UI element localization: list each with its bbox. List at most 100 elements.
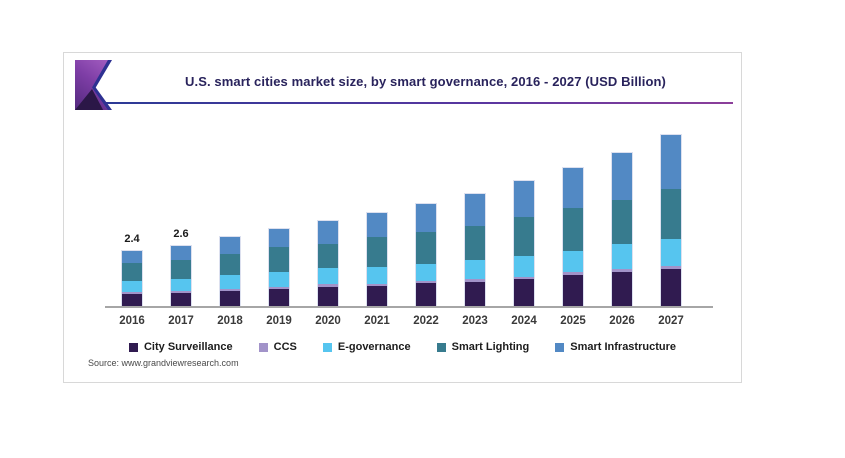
- x-axis-label-2027: 2027: [658, 315, 684, 327]
- stacked-bar-2025: [563, 167, 583, 306]
- bar-segment-ccs: [367, 283, 387, 287]
- legend-swatch-smart-infrastructure: [555, 342, 565, 352]
- bar-segment-e-governance: [465, 260, 485, 280]
- legend-label-smart-infrastructure: Smart Infrastructure: [570, 341, 676, 353]
- source-text: Source: www.grandviewresearch.com: [88, 358, 239, 368]
- bar-segment-ccs: [416, 280, 436, 284]
- stacked-bar-2018: [220, 236, 240, 306]
- bar-segment-e-governance: [514, 255, 534, 277]
- bar-segment-smart-lighting: [514, 217, 534, 256]
- bar-segment-e-governance: [220, 274, 240, 290]
- bar-segment-ccs: [465, 279, 485, 282]
- bar-segment-smart-lighting: [122, 263, 142, 281]
- bar-segment-smart-lighting: [269, 247, 289, 273]
- stacked-bar-2027: [661, 135, 681, 306]
- legend-item-e-governance: E-governance: [322, 341, 411, 353]
- bar-segment-city-surveillance: [220, 291, 240, 306]
- bar-segment-city-surveillance: [171, 292, 191, 306]
- bar-segment-city-surveillance: [465, 281, 485, 306]
- bar-segment-ccs: [661, 266, 681, 270]
- bar-segment-ccs: [318, 284, 338, 287]
- bar-segment-ccs: [563, 272, 583, 276]
- x-axis-label-2016: 2016: [119, 315, 145, 327]
- x-axis-label-2021: 2021: [364, 315, 390, 327]
- x-axis-label-2017: 2017: [168, 315, 194, 327]
- x-axis-label-2023: 2023: [462, 315, 488, 327]
- x-axis-line: [105, 306, 713, 308]
- legend-item-ccs: CCS: [258, 341, 297, 353]
- bar-segment-city-surveillance: [269, 289, 289, 306]
- bar-segment-ccs: [220, 289, 240, 292]
- bar-segment-smart-infrastructure: [367, 212, 387, 238]
- bar-segment-ccs: [122, 292, 142, 294]
- plot-area: 2.4 2.6: [64, 53, 741, 308]
- legend-label-smart-lighting: Smart Lighting: [451, 341, 530, 353]
- bar-segment-city-surveillance: [122, 293, 142, 306]
- bar-segment-ccs: [612, 268, 632, 272]
- legend-swatch-city-surveillance: [128, 342, 138, 352]
- stacked-bar-2023: [465, 194, 485, 306]
- legend-swatch-e-governance: [322, 342, 332, 352]
- bar-segment-e-governance: [416, 263, 436, 281]
- bar-column-2020: [318, 203, 338, 306]
- legend-swatch-smart-lighting: [436, 342, 446, 352]
- x-axis-label-2025: 2025: [560, 315, 586, 327]
- bar-column-2016: 2.4: [122, 233, 142, 306]
- bar-segment-e-governance: [661, 239, 681, 267]
- bar-segment-e-governance: [367, 267, 387, 284]
- bar-segment-smart-infrastructure: [269, 229, 289, 248]
- bar-column-2017: 2.6: [171, 228, 191, 306]
- x-axis-label-2020: 2020: [315, 315, 341, 327]
- legend-item-city-surveillance: City Surveillance: [128, 341, 233, 353]
- bar-value-label-2016: 2.4: [124, 233, 140, 246]
- bar-segment-e-governance: [269, 272, 289, 287]
- bar-segment-smart-lighting: [465, 225, 485, 261]
- x-axis-label-2019: 2019: [266, 315, 292, 327]
- bar-segment-city-surveillance: [563, 275, 583, 306]
- x-axis-label-2022: 2022: [413, 315, 439, 327]
- bar-value-label-2017: 2.6: [173, 228, 189, 241]
- bar-segment-ccs: [514, 276, 534, 279]
- chart-title: U.S. smart cities market size, by smart …: [185, 74, 666, 89]
- legend-label-e-governance: E-governance: [337, 341, 411, 353]
- bar-segment-smart-infrastructure: [171, 246, 191, 260]
- stacked-bar-2016: [122, 251, 142, 306]
- legend-item-smart-lighting: Smart Lighting: [436, 341, 530, 353]
- bar-column-2018: [220, 219, 240, 306]
- legend: City Surveillance CCS E-governance Smart Li…: [64, 341, 741, 353]
- legend-swatch-ccs: [258, 342, 268, 352]
- bar-column-2023: [465, 176, 485, 306]
- bar-segment-smart-infrastructure: [465, 194, 485, 226]
- bar-column-2019: [269, 211, 289, 306]
- x-axis-label-2026: 2026: [609, 315, 635, 327]
- x-axis-labels: 2016 2017 2018 2019 2020 2021 2022 2023 2024 2025…: [119, 315, 684, 327]
- title-underline: [100, 102, 733, 104]
- bar-segment-smart-infrastructure: [318, 220, 338, 245]
- bars-container: 2.4 2.6: [122, 117, 681, 306]
- bar-segment-ccs: [171, 290, 191, 293]
- bar-segment-smart-infrastructure: [661, 135, 681, 190]
- x-axis-label-2018: 2018: [217, 315, 243, 327]
- bar-segment-smart-infrastructure: [220, 236, 240, 255]
- bar-segment-city-surveillance: [612, 271, 632, 306]
- stacked-bar-2019: [269, 229, 289, 306]
- bar-segment-smart-lighting: [612, 200, 632, 245]
- bar-segment-smart-infrastructure: [563, 167, 583, 208]
- bar-segment-smart-infrastructure: [122, 251, 142, 264]
- bar-segment-smart-lighting: [171, 259, 191, 279]
- bar-segment-smart-infrastructure: [612, 152, 632, 201]
- bar-column-2025: [563, 150, 583, 306]
- chart-card: U.S. smart cities market size, by smart …: [63, 52, 742, 383]
- bar-column-2021: [367, 195, 387, 306]
- bar-segment-city-surveillance: [318, 286, 338, 306]
- stacked-bar-2020: [318, 220, 338, 306]
- x-axis-label-2024: 2024: [511, 315, 537, 327]
- legend-label-ccs: CCS: [273, 341, 297, 353]
- stacked-bar-2024: [514, 180, 534, 306]
- bar-segment-smart-lighting: [318, 244, 338, 269]
- bar-segment-smart-lighting: [416, 232, 436, 264]
- bar-segment-city-surveillance: [661, 269, 681, 306]
- bar-segment-ccs: [269, 286, 289, 290]
- bar-column-2024: [514, 163, 534, 306]
- stacked-bar-2026: [612, 152, 632, 306]
